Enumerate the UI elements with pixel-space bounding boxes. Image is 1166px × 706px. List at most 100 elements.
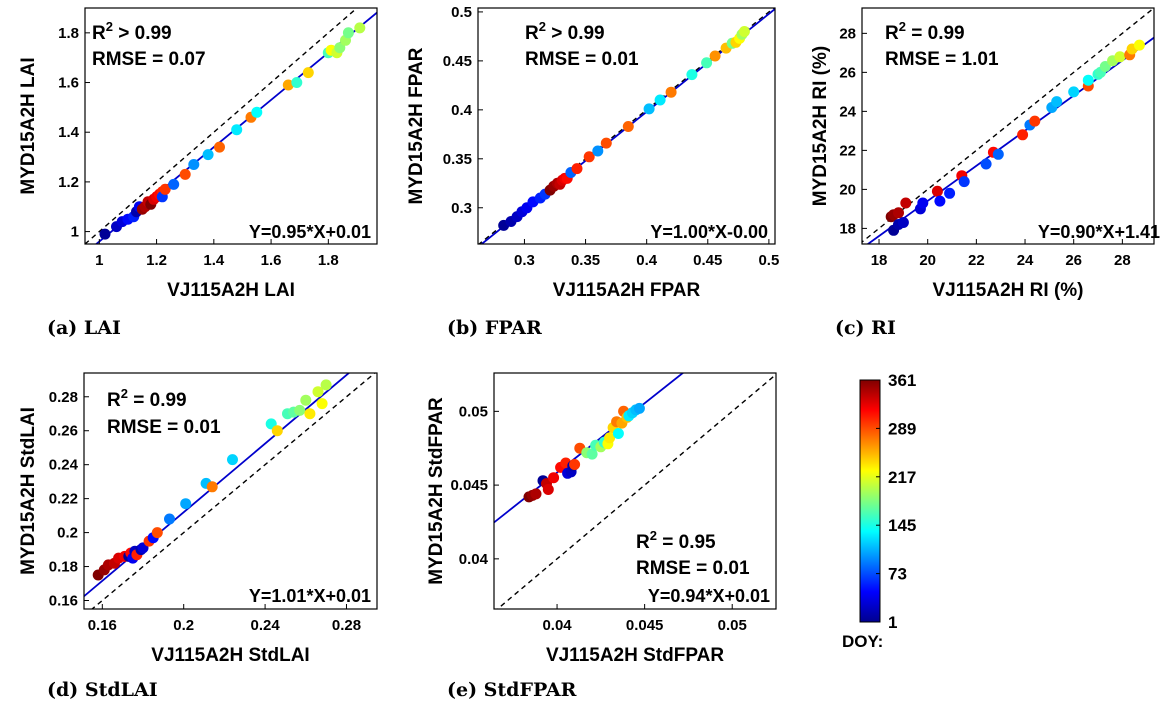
panel-4: 0.16 0.2 0.24 0.28 0.16 0.18 0.2 0.22 0.24 0.26 0.… [18, 372, 378, 701]
y-tick-label: 1 [71, 224, 79, 241]
one-to-one-line [496, 373, 776, 609]
r-squared-label: R2 = 0.99 [885, 19, 965, 44]
y-tick-label: 0.16 [49, 593, 78, 610]
panel-caption: (e) StdFPAR [447, 679, 577, 701]
data-point [1068, 86, 1080, 98]
y-tick-label: 18 [839, 220, 856, 237]
regression-equation: Y=0.94*X+0.01 [648, 586, 770, 606]
r-squared-label: R2 > 0.99 [525, 19, 605, 44]
panel-caption: (d) StdLAI [47, 679, 158, 701]
y-tick-label: 0.045 [450, 477, 488, 494]
panel-5: 0.04 0.045 0.05 0.04 0.045 0.05 VJ115A2H StdFP… [426, 372, 777, 701]
panel-caption: (a) LAI [47, 317, 121, 339]
x-axis-label: VJ115A2H FPAR [553, 280, 701, 301]
rmse-label: RMSE = 0.07 [92, 49, 206, 70]
data-point [300, 394, 312, 406]
data-point [1114, 51, 1126, 63]
data-point [738, 26, 750, 37]
y-tick-label: 22 [839, 142, 856, 159]
data-point [931, 185, 943, 197]
y-tick-label: 1.2 [58, 174, 79, 191]
x-tick-label: 0.45 [693, 252, 722, 269]
y-tick-label: 0.35 [443, 151, 472, 168]
x-tick-label: 22 [968, 252, 985, 269]
x-tick-label: 24 [1017, 252, 1034, 269]
r-squared-label: R2 > 0.99 [92, 19, 172, 44]
y-tick-label: 26 [839, 64, 856, 81]
x-tick-label: 1.6 [261, 252, 282, 269]
x-axis-label: VJ115A2H StdFPAR [546, 645, 724, 666]
y-axis-label: MYD15A2H StdFPAR [426, 397, 447, 585]
data-point [334, 42, 346, 54]
one-to-one-line [85, 8, 359, 244]
x-tick-label: 1.2 [146, 252, 167, 269]
data-point [1082, 74, 1094, 86]
rmse-label: RMSE = 1.01 [885, 49, 999, 70]
x-tick-label: 28 [1114, 252, 1131, 269]
y-tick-label: 0.45 [443, 53, 472, 70]
panel-1: 1 1.2 1.4 1.6 1.8 1 1.2 1.4 1.6 1.8 VJ115A2H LAI MY… [18, 7, 378, 339]
y-tick-label: 0.28 [49, 389, 78, 406]
y-tick-label: 28 [839, 25, 856, 42]
axes-box [83, 372, 378, 610]
colorbar-tick-label: 1 [888, 613, 897, 632]
data-point [701, 57, 713, 69]
y-tick-label: 0.22 [49, 491, 78, 508]
x-tick-label: 0.2 [173, 617, 194, 634]
data-point [893, 207, 904, 219]
data-point [231, 124, 243, 136]
data-point [1017, 129, 1029, 141]
data-point [320, 379, 332, 391]
data-point [897, 217, 909, 228]
data-point [709, 50, 721, 62]
x-tick-label: 0.4 [636, 252, 658, 269]
x-tick-label: 0.3 [514, 252, 535, 269]
data-point [992, 148, 1004, 160]
data-point [1133, 39, 1145, 51]
data-point [934, 195, 946, 207]
x-tick-label: 0.045 [626, 617, 664, 634]
data-point [654, 94, 666, 106]
y-tick-label: 0.4 [451, 102, 473, 119]
y-tick-label: 0.24 [49, 457, 79, 474]
data-point [583, 151, 595, 163]
x-axis-label: VJ115A2H RI (%) [932, 280, 1083, 301]
x-tick-label: 0.5 [758, 252, 779, 269]
colorbar-ticks: 1 73 145 217 289 361 [876, 371, 916, 632]
data-point [227, 454, 238, 466]
data-point [302, 67, 314, 79]
axes-box [493, 372, 777, 610]
data-point [342, 27, 354, 39]
data-point [214, 141, 225, 153]
y-tick-label: 1.6 [58, 75, 79, 92]
panel-caption: (c) RI [835, 317, 896, 339]
rmse-label: RMSE = 0.01 [107, 417, 221, 438]
data-point [188, 159, 200, 170]
x-axis-label: VJ115A2H StdLAI [151, 645, 309, 666]
data-point [633, 402, 645, 414]
colorbar: 1 73 145 217 289 361 DOY: [842, 371, 916, 651]
y-tick-label: 1.4 [58, 124, 80, 141]
data-point [291, 77, 303, 88]
data-point [643, 103, 655, 115]
x-tick-label: 1 [95, 252, 103, 269]
x-tick-label: 20 [919, 252, 936, 269]
panel-caption: (b) FPAR [447, 317, 542, 339]
data-point [1051, 96, 1063, 108]
y-axis-label: MYD15A2H StdLAI [18, 407, 39, 575]
colorbar-tick-label: 289 [888, 419, 916, 438]
colorbar-tick-label: 73 [888, 565, 907, 584]
data-point [316, 398, 328, 410]
colorbar-tick-label: 361 [888, 371, 916, 390]
data-point [900, 197, 912, 209]
rmse-label: RMSE = 0.01 [525, 49, 639, 70]
panel-3: 18 20 22 24 26 28 18 20 22 24 26 28 VJ115A2H RI (%) M… [810, 7, 1160, 339]
data-point [168, 178, 180, 190]
x-axis-label: VJ115A2H LAI [167, 280, 295, 301]
data-point [251, 106, 263, 118]
y-tick-label: 0.05 [459, 403, 488, 420]
data-point [179, 168, 191, 180]
y-tick-label: 0.04 [459, 551, 489, 568]
r-squared-label: R2 = 0.99 [107, 386, 187, 411]
data-point [202, 149, 214, 161]
